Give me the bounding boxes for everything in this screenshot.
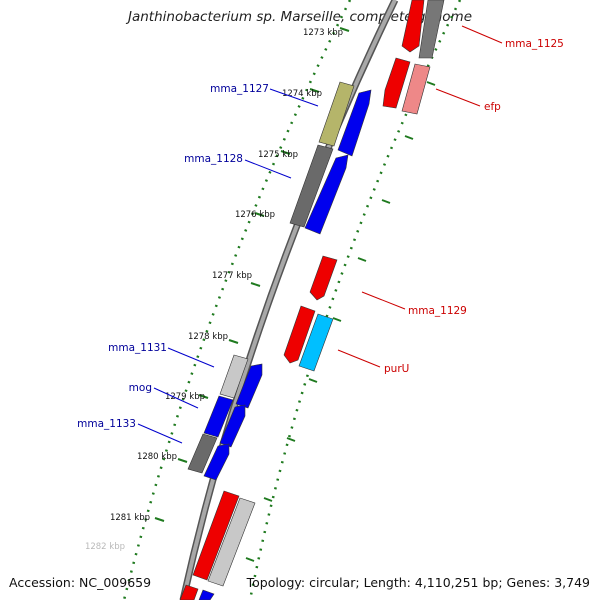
gene-label-mog[interactable]: mog — [129, 382, 152, 394]
tick-label: 1274 kbp — [282, 89, 322, 99]
gene-efp[interactable] — [401, 63, 431, 115]
leader-line — [361, 291, 406, 310]
outer-ticks — [245, 81, 436, 562]
tick-label: 1279 kbp — [165, 392, 205, 402]
gene-label-mma-1129[interactable]: mma_1129 — [408, 305, 467, 317]
tick-mark — [254, 212, 265, 217]
tick-mark — [198, 394, 209, 399]
gene-mma-1127[interactable] — [318, 81, 355, 147]
gene-light-block[interactable] — [207, 497, 256, 587]
tick-label: 1277 kbp — [212, 271, 252, 281]
tick-mark — [332, 317, 342, 322]
outer-dotted-ring — [248, 0, 462, 600]
tick-mark — [177, 458, 188, 463]
tick-mark — [280, 150, 291, 155]
gene-pseudo-block[interactable] — [418, 0, 445, 59]
leader-line — [269, 88, 319, 107]
gene-mma-1133[interactable] — [187, 433, 218, 474]
gene-mma-1129[interactable] — [309, 255, 338, 301]
tick-label: 1280 kbp — [137, 452, 177, 462]
tick-mark — [154, 517, 165, 522]
tick-mark — [286, 437, 296, 442]
gene-label-mma-1125[interactable]: mma_1125 — [505, 38, 564, 50]
gene-forward-arrow[interactable] — [235, 363, 263, 409]
leader-line — [153, 387, 199, 409]
gene-label-efp[interactable]: efp — [484, 101, 501, 113]
gene-mog[interactable] — [203, 395, 234, 438]
tick-mark — [381, 199, 391, 204]
gene-label-mma-1127[interactable]: mma_1127 — [210, 83, 269, 95]
leader-line — [461, 25, 503, 44]
leader-line — [337, 349, 381, 368]
tick-label: 1276 kbp — [235, 210, 275, 220]
inner-strand-genes — [187, 81, 355, 474]
leader-line — [137, 423, 183, 444]
genome-summary: Topology: circular; Length: 4,110,251 bp… — [246, 575, 590, 590]
gene-reverse-block[interactable] — [179, 584, 199, 600]
gene-reverse-arrow[interactable] — [283, 305, 316, 364]
tick-label: 1281 kbp — [110, 513, 150, 523]
leader-line — [167, 347, 215, 368]
tick-mark — [357, 257, 367, 262]
forward-strand-genes — [179, 0, 445, 600]
tick-mark — [263, 497, 273, 502]
leader-lines — [137, 25, 503, 444]
tick-label: 1275 kbp — [258, 150, 298, 160]
gene-purU[interactable] — [298, 313, 334, 372]
tick-mark — [339, 27, 350, 32]
tick-label: 1273 kbp — [303, 28, 343, 38]
gene-reverse-block[interactable] — [192, 490, 240, 581]
gene-label-mma-1133[interactable]: mma_1133 — [77, 418, 136, 430]
leader-line — [244, 159, 292, 179]
tick-mark — [426, 81, 436, 86]
tick-mark — [245, 557, 255, 562]
tick-mark — [404, 135, 414, 140]
gene-forward-arrow[interactable] — [219, 404, 246, 448]
tick-label: 1282 kbp — [85, 542, 125, 552]
inner-ticks — [154, 27, 350, 522]
tick-mark — [309, 88, 320, 93]
gene-reverse-arrow[interactable] — [401, 0, 425, 53]
gene-mma-1128[interactable] — [289, 144, 334, 228]
tick-mark — [250, 282, 261, 287]
gene-mma-1128-forward[interactable] — [304, 154, 349, 235]
leader-line — [435, 88, 481, 107]
gene-mma-1131[interactable] — [219, 354, 249, 399]
gene-forward-block[interactable] — [198, 589, 215, 600]
gene-label-mma-1131[interactable]: mma_1131 — [108, 342, 167, 354]
backbone-ring — [181, 0, 397, 600]
tick-label: 1278 kbp — [188, 332, 228, 342]
accession-label: Accession: NC_009659 — [9, 575, 152, 590]
gene-forward-arrow[interactable] — [203, 443, 230, 481]
gene-forward-arrow[interactable] — [337, 89, 372, 157]
tick-mark — [308, 378, 318, 383]
tick-mark — [228, 339, 239, 344]
gene-label-purU[interactable]: purU — [384, 363, 409, 375]
gene-label-mma-1128[interactable]: mma_1128 — [184, 153, 243, 165]
gene-reverse-arrow[interactable] — [382, 57, 411, 109]
